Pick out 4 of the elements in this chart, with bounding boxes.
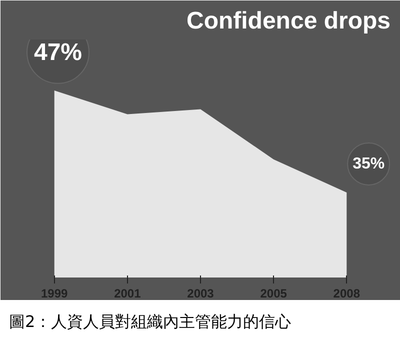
chart-title: Confidence drops [186, 8, 391, 34]
caption: 圖2：人資人員對組織內主管能力的信心 [9, 311, 292, 333]
data-label: 35% [352, 155, 385, 172]
data-label: 47% [34, 38, 82, 66]
